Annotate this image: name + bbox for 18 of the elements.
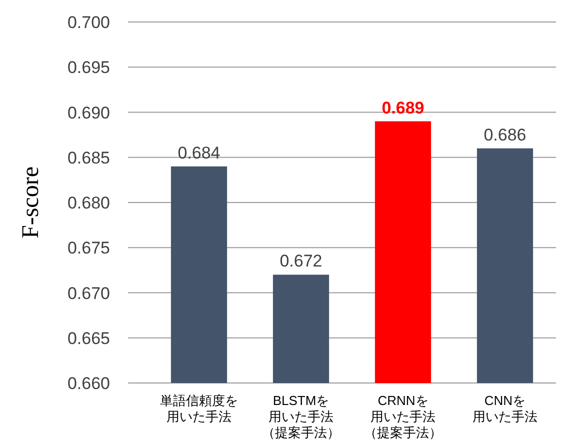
data-label: 0.672 <box>280 252 322 271</box>
x-tick-label: CRNNを用いた手法（提案手法） <box>364 393 442 440</box>
x-tick-label: CNNを用いた手法 <box>472 393 538 424</box>
y-tick-label: 0.665 <box>67 328 110 348</box>
x-tick-label: 単語信頼度を用いた手法 <box>160 393 238 424</box>
y-tick-label: 0.675 <box>67 238 110 258</box>
y-tick-label: 0.700 <box>67 13 110 32</box>
y-axis-title: F-score <box>18 166 44 238</box>
y-tick-label: 0.670 <box>67 284 110 303</box>
y-tick-label: 0.690 <box>67 103 110 122</box>
y-tick-label: 0.660 <box>67 374 110 393</box>
data-label: 0.689 <box>382 98 424 118</box>
data-label: 0.684 <box>178 143 220 162</box>
y-tick-label: 0.685 <box>67 148 110 168</box>
data-label: 0.686 <box>484 125 526 144</box>
y-tick-label: 0.695 <box>67 58 110 78</box>
x-tick-label: BLSTMを用いた手法（提案手法） <box>262 393 340 440</box>
y-tick-label: 0.680 <box>67 194 110 212</box>
